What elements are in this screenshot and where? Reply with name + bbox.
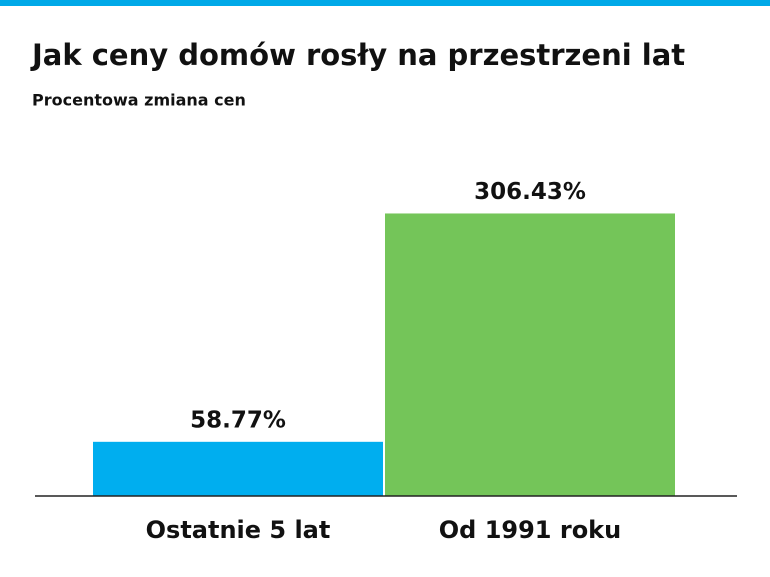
x-tick-label: Ostatnie 5 lat — [146, 516, 331, 544]
value-label: 306.43% — [474, 179, 586, 205]
bar — [93, 441, 383, 496]
value-label: 58.77% — [190, 407, 286, 433]
chart-title: Jak ceny domów rosły na przestrzeni lat — [30, 38, 685, 72]
x-tick-label: Od 1991 roku — [439, 516, 621, 544]
chart-subtitle: Procentowa zmiana cen — [32, 91, 246, 110]
bar — [385, 213, 675, 496]
top-stripe — [0, 0, 770, 6]
